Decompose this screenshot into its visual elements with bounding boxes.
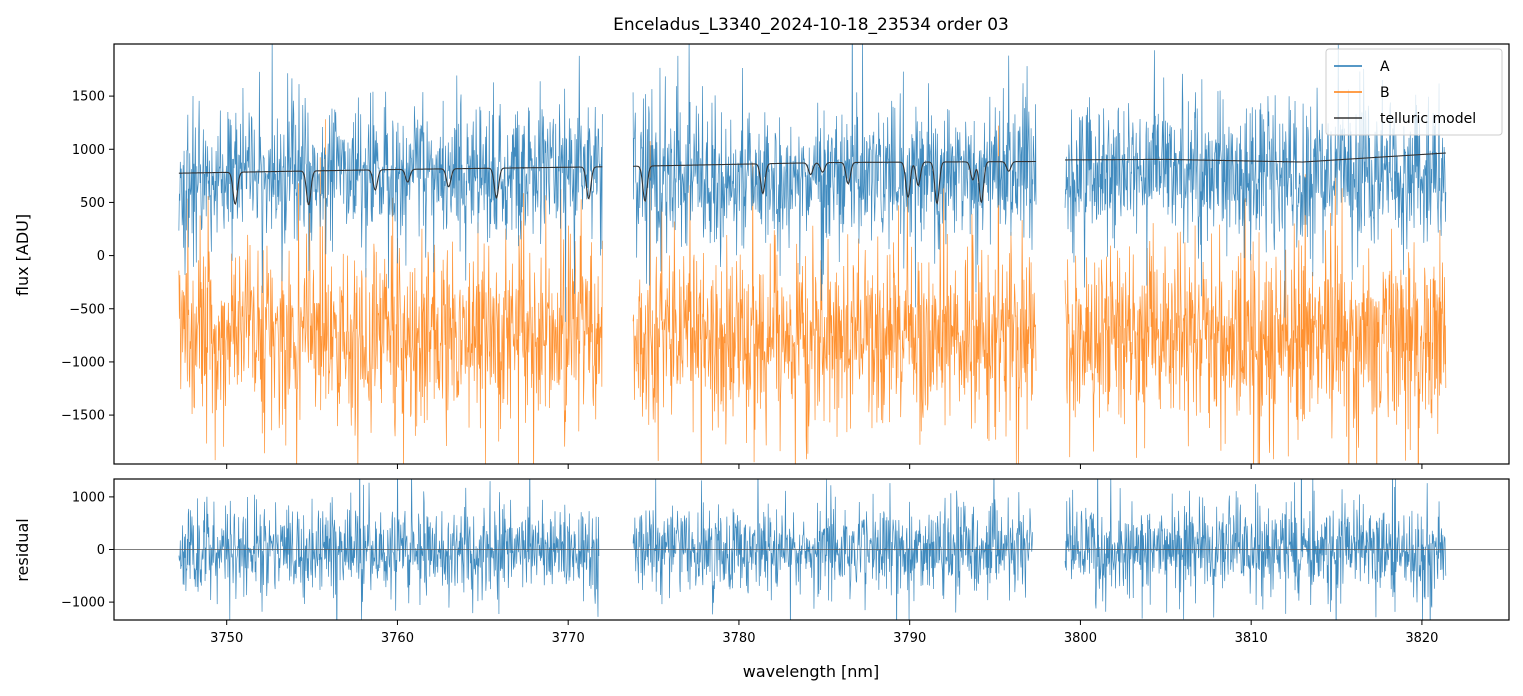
y-tick-label: 1500 (72, 90, 105, 105)
x-tick-label: 3760 (381, 631, 414, 646)
x-tick-label: 3780 (722, 631, 755, 646)
flux-panel: −1500 −1000 −500 0 500 1000 1500 flux [ADU] A … (13, 43, 1510, 469)
y-tick-label: −1000 (61, 596, 105, 611)
telluric-model-segment-2 (633, 160, 1037, 205)
plot-title: Enceladus_L3340_2024-10-18_23534 order 0… (613, 15, 1009, 35)
residual-segment-3 (1064, 479, 1447, 620)
series-b-segment-1 (178, 119, 603, 464)
legend-label-b: B (1380, 85, 1390, 101)
flux-plot-area (178, 44, 1447, 464)
series-b-segment-2 (632, 125, 1037, 464)
x-axis-label: wavelength [nm] (743, 662, 880, 681)
y-tick-label: 1000 (72, 143, 105, 158)
residual-plot-area (114, 479, 1509, 620)
legend-box (1325, 48, 1503, 136)
flux-x-ticks (226, 464, 1423, 469)
y-tick-label: 0 (97, 249, 105, 264)
series-b-segment-3 (1064, 163, 1447, 464)
x-tick-label: 3810 (1235, 631, 1268, 646)
x-tick-label: 3770 (552, 631, 585, 646)
y-tick-label: −1000 (61, 355, 105, 370)
residual-segment-2 (632, 479, 1033, 620)
residual-y-axis-label: residual (13, 518, 32, 581)
telluric-model-segment-3 (1065, 152, 1446, 163)
y-tick-label: 500 (80, 196, 105, 211)
flux-y-ticks: −1500 −1000 −500 0 500 1000 1500 (61, 90, 114, 424)
y-tick-label: 1000 (72, 490, 105, 505)
legend: A B telluric model (1325, 48, 1503, 136)
y-tick-label: −1500 (61, 409, 105, 424)
residual-y-ticks: −1000 0 1000 (61, 490, 114, 611)
x-tick-label: 3790 (893, 631, 926, 646)
telluric-model-segment-1 (178, 166, 603, 206)
x-tick-label: 3750 (210, 631, 243, 646)
legend-label-telluric: telluric model (1380, 111, 1476, 127)
series-a-segment-1 (178, 44, 603, 322)
y-tick-label: −500 (69, 302, 105, 317)
flux-y-axis-label: flux [ADU] (13, 214, 32, 296)
x-tick-label: 3820 (1405, 631, 1438, 646)
residual-segment-1 (178, 479, 600, 620)
x-tick-label: 3800 (1064, 631, 1097, 646)
residual-x-ticks: 3750 3760 3770 3780 3790 3800 3810 3820 (210, 620, 1438, 646)
legend-label-a: A (1380, 59, 1390, 75)
flux-axes-frame (113, 43, 1510, 465)
y-tick-label: 0 (97, 543, 105, 558)
